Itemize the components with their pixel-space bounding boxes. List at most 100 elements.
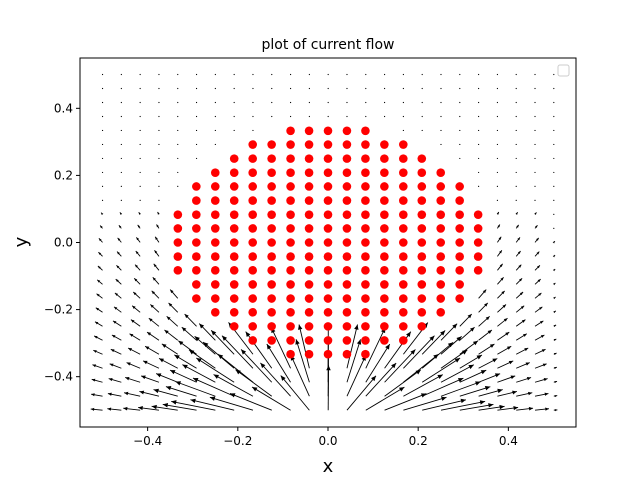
flow-vector: [496, 143, 499, 146]
flow-vector: [534, 224, 538, 229]
current-point: [380, 322, 389, 331]
flow-vector: [515, 185, 517, 188]
current-point: [342, 182, 352, 191]
flow-vector: [534, 320, 544, 327]
flow-vector: [155, 373, 178, 383]
current-point: [455, 294, 464, 303]
current-point: [173, 266, 183, 275]
flow-vector: [384, 349, 416, 383]
flow-vector: [188, 349, 216, 369]
flow-vector: [114, 292, 122, 299]
flow-vector: [402, 101, 404, 104]
flow-vector: [178, 340, 197, 355]
flow-vector: [148, 317, 160, 327]
current-point: [267, 210, 276, 219]
current-point: [380, 224, 389, 233]
flow-vector: [109, 363, 122, 369]
flow-vector: [144, 345, 160, 355]
current-point: [399, 182, 408, 191]
current-point: [286, 322, 295, 331]
current-point: [473, 252, 483, 261]
current-point: [210, 196, 220, 205]
current-point: [436, 307, 446, 317]
flow-vector: [289, 101, 292, 104]
current-point: [473, 238, 483, 247]
flow-vector: [497, 375, 516, 383]
flow-vector: [327, 101, 329, 104]
current-point: [399, 196, 408, 205]
flow-vector: [497, 390, 518, 397]
flow-vector: [252, 101, 254, 104]
flow-vector: [168, 302, 179, 313]
current-point: [248, 210, 257, 219]
flow-vector: [459, 354, 483, 369]
flow-vector: [440, 73, 442, 76]
current-point: [361, 349, 370, 359]
flow-vector: [516, 362, 530, 369]
x-tick-label: 0.2: [409, 434, 428, 448]
current-point: [286, 196, 295, 205]
flow-vector: [308, 73, 310, 76]
flow-vector: [383, 101, 386, 104]
current-point: [361, 210, 370, 219]
flow-vector: [497, 236, 502, 243]
current-point: [417, 294, 427, 303]
current-point: [436, 294, 446, 303]
flow-vector: [177, 73, 179, 76]
flow-vector: [214, 143, 216, 146]
current-point: [267, 238, 276, 247]
flow-vector: [233, 129, 235, 132]
flow-vector: [515, 305, 525, 313]
flow-vector: [421, 341, 454, 369]
flow-vector: [93, 349, 103, 355]
current-point: [361, 307, 370, 317]
flow-vector: [497, 250, 503, 257]
flow-vector: [553, 338, 557, 341]
flow-vector: [515, 291, 524, 299]
current-point: [342, 322, 352, 331]
flow-vector: [280, 375, 310, 411]
flow-vector: [125, 376, 141, 383]
current-point: [192, 294, 201, 303]
flow-vector: [553, 129, 555, 132]
flow-vector: [142, 360, 160, 369]
flow-vector: [152, 277, 160, 285]
flow-vector: [184, 313, 197, 327]
flow-vector: [497, 317, 508, 327]
flow-vector: [402, 73, 404, 76]
flow-vector: [365, 87, 367, 90]
current-point: [210, 266, 220, 275]
flow-vector: [120, 171, 122, 174]
current-point: [473, 210, 483, 219]
current-point: [304, 294, 314, 303]
flow-vector: [154, 250, 160, 257]
current-point: [304, 349, 314, 359]
flow-vector: [534, 157, 536, 160]
flow-vector: [101, 157, 104, 160]
current-point: [192, 238, 201, 247]
current-point: [399, 336, 408, 345]
flow-vector: [195, 101, 198, 104]
current-point: [304, 196, 314, 205]
flow-vector: [459, 340, 479, 355]
flow-vector: [534, 334, 545, 341]
flow-vector: [107, 407, 122, 411]
current-point: [361, 182, 370, 191]
flow-vector: [266, 343, 291, 383]
y-axis-label: y: [11, 236, 32, 247]
current-point: [417, 252, 427, 261]
x-axis-label: x: [323, 456, 334, 477]
current-point: [380, 336, 389, 345]
x-axis-ticks: −0.4 −0.2 0.0 0.2 0.4: [133, 427, 518, 448]
current-point: [323, 182, 333, 191]
flow-vector: [158, 185, 160, 188]
flow-vector: [459, 386, 491, 397]
current-point: [399, 210, 408, 219]
flow-vector: [214, 129, 216, 132]
current-point: [229, 252, 239, 261]
flow-vector: [158, 358, 178, 369]
current-point: [248, 322, 257, 331]
flow-vector: [553, 366, 557, 370]
current-point: [361, 336, 370, 345]
flow-vector: [289, 115, 292, 118]
